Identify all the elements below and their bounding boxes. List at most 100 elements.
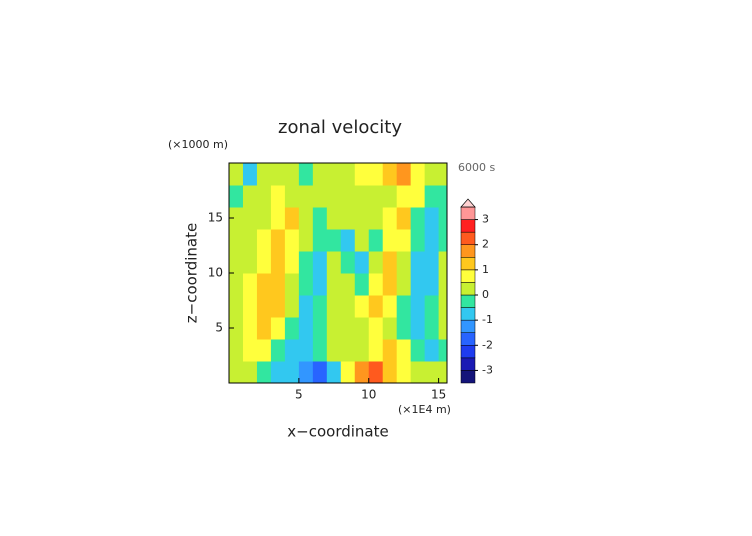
- field-cell: [229, 273, 244, 296]
- field-cell: [242, 317, 258, 340]
- field-cell: [242, 273, 258, 296]
- field-cell: [368, 273, 384, 296]
- field-cell: [284, 317, 300, 340]
- field-cell: [256, 273, 272, 296]
- field-cell: [284, 339, 300, 362]
- field-cell: [424, 163, 440, 186]
- field-cell: [298, 361, 314, 383]
- field-cell: [410, 295, 426, 318]
- field-cell: [354, 163, 370, 186]
- field-cell: [410, 163, 426, 186]
- time-label: 6000 s: [458, 161, 495, 174]
- colorbar-extend: [460, 198, 476, 208]
- y-tick-label: 15: [208, 211, 223, 225]
- field-cell: [424, 339, 440, 362]
- field-cell: [312, 317, 328, 340]
- field-cell: [368, 229, 384, 252]
- field-cell: [354, 185, 370, 208]
- field-cell: [256, 163, 272, 186]
- field-cell: [396, 207, 412, 230]
- field-cell: [368, 295, 384, 318]
- field-cell: [312, 251, 328, 274]
- field-cell: [229, 185, 244, 208]
- field-cell: [340, 339, 356, 362]
- field-cell: [410, 317, 426, 340]
- colorbar-bin: [460, 307, 476, 321]
- colorbar-bin: [460, 219, 476, 233]
- field-cell: [340, 361, 356, 383]
- field-cell: [256, 361, 272, 383]
- field-cell: [256, 207, 272, 230]
- field-cell: [396, 317, 412, 340]
- colorbar-bin: [460, 357, 476, 371]
- chart-title: zonal velocity: [278, 117, 402, 138]
- field-cell: [396, 295, 412, 318]
- field-cell: [284, 207, 300, 230]
- field-cell: [229, 339, 244, 362]
- field-cell: [326, 185, 342, 208]
- field-cell: [340, 207, 356, 230]
- field-cell: [326, 317, 342, 340]
- colorbar-bin: [460, 319, 476, 333]
- field-cell: [298, 229, 314, 252]
- field-cell: [340, 273, 356, 296]
- field-cell: [438, 339, 447, 362]
- field-cell: [229, 295, 244, 318]
- y-unit: (×1000 m): [168, 138, 228, 151]
- colorbar-bin: [460, 282, 476, 296]
- colorbar-tick-label: -3: [482, 363, 493, 376]
- field-cell: [312, 229, 328, 252]
- field-cell: [354, 207, 370, 230]
- field-cell: [410, 251, 426, 274]
- field-cell: [410, 339, 426, 362]
- field-cell: [270, 317, 286, 340]
- y-tick-label: 10: [208, 266, 223, 280]
- field-cell: [298, 339, 314, 362]
- field-cell: [284, 251, 300, 274]
- x-tick-label: 5: [295, 388, 303, 402]
- field-cell: [312, 295, 328, 318]
- field-cell: [242, 339, 258, 362]
- colorbar-bin: [460, 206, 476, 220]
- colorbar-bin: [460, 231, 476, 245]
- field-cell: [284, 273, 300, 296]
- field: [229, 163, 447, 383]
- field-cell: [298, 207, 314, 230]
- y-axis-label: z−coordinate: [183, 223, 201, 323]
- field-cell: [410, 229, 426, 252]
- field-cell: [438, 361, 447, 383]
- field-cell: [354, 339, 370, 362]
- colorbar-bin: [460, 269, 476, 283]
- field-cell: [368, 339, 384, 362]
- field-cell: [382, 185, 398, 208]
- field-cell: [326, 295, 342, 318]
- field-cell: [424, 295, 440, 318]
- field-cell: [340, 251, 356, 274]
- field-cell: [368, 163, 384, 186]
- field-cell: [382, 361, 398, 383]
- x-unit: (×1E4 m): [398, 403, 451, 416]
- x-axis-label: x−coordinate: [287, 423, 388, 441]
- field-cell: [270, 295, 286, 318]
- field-cell: [424, 273, 440, 296]
- field-cell: [340, 185, 356, 208]
- field-cell: [368, 361, 384, 383]
- colorbar-tick-label: -2: [482, 338, 493, 351]
- field-cell: [298, 163, 314, 186]
- field-cell: [410, 361, 426, 383]
- field-cell: [256, 229, 272, 252]
- colorbar-tick-label: 3: [482, 213, 489, 226]
- field-cell: [382, 207, 398, 230]
- field-cell: [242, 251, 258, 274]
- field-cell: [354, 295, 370, 318]
- field-cell: [368, 185, 384, 208]
- colorbar-bin: [460, 257, 476, 271]
- field-cell: [382, 229, 398, 252]
- field-cell: [382, 339, 398, 362]
- field-cell: [242, 361, 258, 383]
- field-cell: [312, 185, 328, 208]
- field-cell: [312, 163, 328, 186]
- field-cell: [242, 207, 258, 230]
- field-cell: [396, 229, 412, 252]
